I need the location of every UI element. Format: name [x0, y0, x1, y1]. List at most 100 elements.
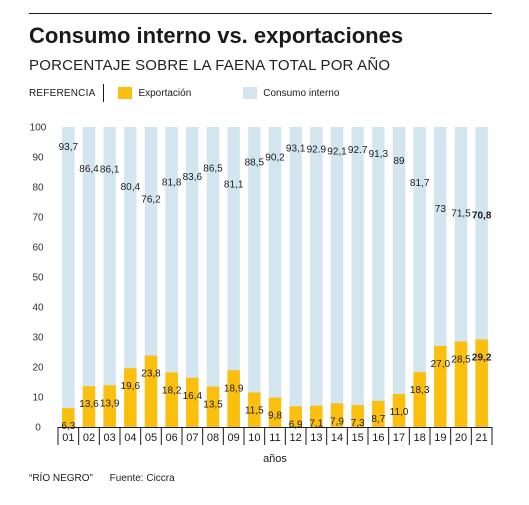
data-label-domestic: 89	[393, 156, 405, 167]
x-tick-label: 13	[310, 432, 322, 444]
data-label-domestic: 81,8	[162, 178, 182, 189]
x-tick-label: 11	[269, 432, 280, 444]
bar-domestic	[82, 127, 96, 427]
x-tick-label: 16	[372, 432, 384, 444]
bar-export	[206, 386, 220, 427]
x-tick-label: 19	[434, 432, 446, 444]
x-tick-label: 06	[166, 432, 178, 444]
data-label-domestic: 81,7	[410, 178, 430, 189]
x-tick-label: 15	[352, 432, 364, 444]
legend-divider	[103, 84, 105, 102]
bar-export	[351, 405, 364, 427]
data-label-export: 13,5	[203, 400, 223, 411]
data-label-export: 27,0	[431, 359, 451, 370]
bar-domestic	[62, 127, 75, 427]
data-label-export: 13,9	[100, 398, 120, 409]
legend-item-export: Exportación	[118, 87, 191, 99]
bar-export	[62, 408, 75, 427]
x-tick-label: 10	[248, 432, 260, 444]
stacked-bar-chart: 01020304050607080901006,393,713,686,413,…	[30, 123, 493, 465]
bar-export	[248, 392, 261, 427]
data-label-domestic: 81,1	[224, 180, 244, 191]
bar-export	[454, 341, 468, 427]
chart-subtitle: PORCENTAJE SOBRE LA FAENA TOTAL POR AÑO	[29, 57, 391, 74]
data-label-export: 29,2	[472, 352, 492, 363]
data-label-domestic: 92,1	[327, 147, 347, 158]
bar-domestic	[289, 127, 302, 427]
legend-label-domestic: Consumo interno	[263, 87, 340, 99]
data-label-domestic: 93,1	[286, 144, 306, 155]
y-tick-label: 60	[32, 243, 44, 254]
bar-export	[227, 370, 240, 427]
data-label-domestic: 92.7	[348, 145, 368, 156]
bar-domestic	[413, 127, 426, 427]
y-tick-label: 20	[32, 363, 44, 374]
y-tick-label: 10	[32, 393, 44, 404]
data-label-domestic: 88,5	[245, 158, 265, 169]
bar-domestic	[206, 127, 220, 427]
data-label-domestic: 83,6	[183, 172, 203, 183]
data-label-domestic: 93,7	[59, 142, 79, 153]
legend-label-export: Exportación	[138, 87, 192, 99]
x-tick-label: 03	[104, 432, 116, 444]
bar-export	[103, 385, 116, 427]
y-tick-label: 80	[32, 183, 44, 194]
bar-export	[165, 372, 178, 427]
data-label-export: 18,3	[410, 385, 430, 396]
bar-export	[268, 397, 282, 427]
x-tick-label: 20	[455, 432, 467, 444]
x-tick-label: 14	[331, 432, 343, 444]
data-label-export: 7,9	[330, 416, 344, 427]
data-label-export: 9,8	[268, 411, 282, 422]
data-label-domestic: 86,1	[100, 165, 120, 176]
x-tick-label: 01	[62, 432, 74, 444]
bar-domestic	[165, 127, 178, 427]
x-tick-label: 09	[228, 432, 240, 444]
bar-export	[124, 368, 137, 427]
data-label-export: 11,5	[245, 406, 264, 417]
bar-domestic	[330, 127, 344, 427]
x-tick-label: 17	[393, 432, 405, 444]
data-label-domestic: 91,3	[369, 149, 389, 160]
bar-export	[434, 346, 447, 427]
bar-domestic	[268, 127, 282, 427]
data-label-domestic: 80,4	[121, 182, 141, 193]
y-tick-label: 30	[32, 333, 44, 344]
x-tick-label: 05	[145, 432, 157, 444]
data-label-domestic: 73	[435, 204, 447, 215]
data-label-domestic: 71,5	[451, 209, 471, 220]
bar-export	[186, 377, 199, 427]
y-tick-label: 0	[35, 423, 41, 434]
bar-domestic	[392, 127, 406, 427]
bar-domestic	[144, 127, 158, 427]
legend-swatch-export	[118, 87, 133, 99]
legend-item-domestic: Consumo interno	[243, 87, 339, 99]
data-label-export: 18,9	[224, 383, 244, 394]
data-label-export: 28,5	[451, 355, 471, 366]
bar-domestic	[372, 127, 385, 427]
x-tick-label: 04	[124, 432, 136, 444]
bar-domestic	[124, 127, 137, 427]
bar-export	[82, 386, 96, 427]
footer: “RÍO NEGRO” Fuente: Ciccra	[29, 473, 175, 484]
data-label-export: 13,6	[79, 399, 99, 410]
bar-export	[392, 394, 406, 427]
data-label-domestic: 86,4	[79, 164, 99, 175]
data-label-export: 16,4	[183, 391, 203, 402]
x-tick-label: 02	[83, 432, 95, 444]
bar-export	[310, 405, 323, 427]
data-label-domestic: 90,2	[265, 152, 285, 163]
x-tick-label: 08	[207, 432, 219, 444]
y-tick-label: 40	[32, 303, 44, 314]
x-tick-label: 18	[414, 432, 426, 444]
data-label-export: 7,3	[351, 418, 365, 429]
bar-domestic	[186, 127, 199, 427]
x-tick-label: 07	[186, 432, 198, 444]
x-axis-title: años	[263, 453, 287, 465]
x-tick-label: 12	[290, 432, 302, 444]
bar-domestic	[227, 127, 240, 427]
legend-swatch-domestic	[243, 87, 258, 99]
data-label-export: 18,2	[162, 385, 182, 396]
data-label-export: 6,3	[61, 421, 75, 432]
top-rule	[29, 13, 492, 14]
